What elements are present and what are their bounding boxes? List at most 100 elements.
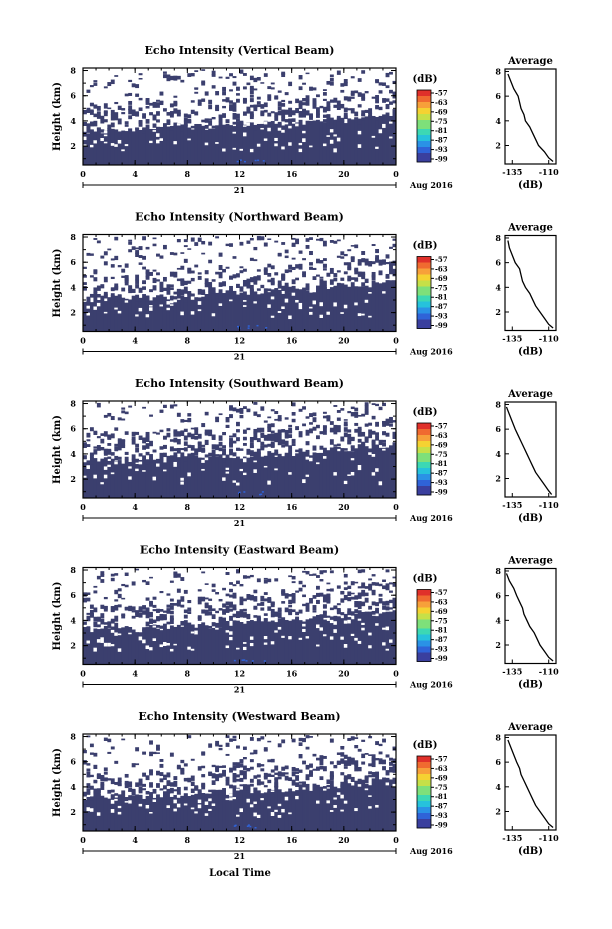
echo-patch: [340, 283, 345, 289]
echo-patch: [152, 459, 157, 464]
echo-patch: [336, 446, 341, 449]
echo-gap: [232, 147, 237, 150]
echo-patch: [236, 118, 240, 122]
echo-patch: [316, 599, 320, 604]
echo-speckle: [176, 75, 181, 80]
echo-patch: [218, 265, 223, 271]
echo-gap: [114, 461, 119, 465]
echo-column: [281, 125, 286, 165]
average-y-tick-label: 6: [495, 258, 501, 268]
x-tick-label: 12: [234, 502, 245, 512]
echo-patch: [222, 617, 226, 623]
echo-speckle: [389, 418, 393, 424]
echo-speckle: [211, 70, 216, 76]
echo-patch: [270, 601, 275, 606]
echo-speckle: [336, 239, 341, 242]
echo-patch: [142, 129, 146, 132]
echo-patch: [316, 435, 320, 440]
echo-column: [322, 286, 327, 332]
echo-speckle: [326, 588, 331, 592]
echo-patch: [128, 781, 133, 788]
echo-patch: [364, 783, 369, 787]
colorbar-cell: [417, 816, 431, 820]
echo-patch: [357, 263, 362, 266]
echo-column: [319, 786, 324, 831]
echo-speckle: [378, 82, 383, 86]
echo-patch: [319, 105, 324, 109]
echo-patch: [121, 287, 126, 292]
echo-patch: [156, 458, 160, 462]
echo-patch: [371, 601, 376, 606]
echo-speckle: [326, 582, 331, 585]
echo-speckle: [263, 749, 268, 752]
echo-patch: [336, 443, 341, 447]
echo-patch: [138, 120, 143, 125]
colorbar-unit: (dB): [413, 740, 438, 751]
echo-column: [194, 297, 199, 332]
echo-strong: [238, 491, 241, 494]
echo-patch: [138, 612, 143, 618]
colorbar-tick-label: -81: [435, 626, 448, 635]
colorbar-cell: [417, 795, 431, 799]
echo-column: [385, 112, 390, 165]
echo-patch: [322, 610, 327, 614]
echo-patch: [277, 121, 282, 125]
echo-patch: [322, 263, 327, 268]
echo-column: [267, 121, 272, 165]
echo-column: [260, 294, 265, 332]
echo-gap: [309, 145, 313, 148]
echo-patch: [229, 104, 233, 111]
echo-patch: [211, 279, 216, 282]
echo-patch: [83, 443, 87, 449]
echo-patch: [298, 609, 303, 614]
echo-speckle: [239, 759, 244, 764]
echo-patch: [343, 448, 348, 451]
echo-speckle: [378, 743, 383, 747]
echo-speckle: [350, 581, 355, 586]
echo-patch: [322, 98, 327, 101]
echo-strong: [249, 825, 252, 828]
echo-patch: [305, 95, 310, 101]
echo-patch: [274, 777, 279, 780]
echo-patch: [121, 445, 126, 449]
colorbar-cell: [417, 108, 431, 112]
echo-patch: [225, 290, 230, 295]
echo-patch: [288, 608, 293, 614]
colorbar-cell: [417, 798, 431, 802]
echo-patch: [96, 445, 101, 451]
echo-patch: [128, 787, 133, 792]
echo-column: [211, 292, 216, 332]
figure-xlabel: Local Time: [209, 868, 271, 879]
echo-gap: [263, 642, 268, 645]
echo-patch: [326, 785, 331, 788]
echo-patch: [145, 621, 150, 627]
echo-patch: [232, 440, 237, 444]
echo-patch: [100, 115, 105, 121]
echo-column: [159, 797, 164, 831]
echo-patch: [347, 96, 352, 102]
echo-patch: [149, 454, 153, 459]
echo-patch: [232, 274, 237, 279]
echo-column: [364, 285, 369, 332]
echo-column: [117, 628, 122, 665]
y-tick-label: 6: [70, 91, 76, 101]
echo-column: [253, 451, 258, 498]
echo-patch: [86, 125, 91, 132]
echo-speckle: [249, 237, 254, 241]
echo-patch: [368, 108, 373, 114]
colorbar-cell: [417, 480, 431, 484]
echo-column: [83, 799, 87, 831]
echo-patch: [263, 109, 268, 113]
colorbar-cell: [417, 652, 431, 656]
echo-patch: [114, 101, 119, 105]
echo-column: [242, 124, 247, 165]
echo-patch: [96, 293, 101, 298]
echo-patch: [288, 427, 293, 434]
echo-speckle: [215, 417, 220, 423]
echo-speckle: [183, 428, 188, 432]
echo-patch: [305, 774, 310, 780]
echo-patch: [183, 793, 188, 798]
echo-gap: [298, 148, 303, 153]
echo-patch: [291, 443, 296, 446]
echo-patch: [322, 280, 327, 286]
